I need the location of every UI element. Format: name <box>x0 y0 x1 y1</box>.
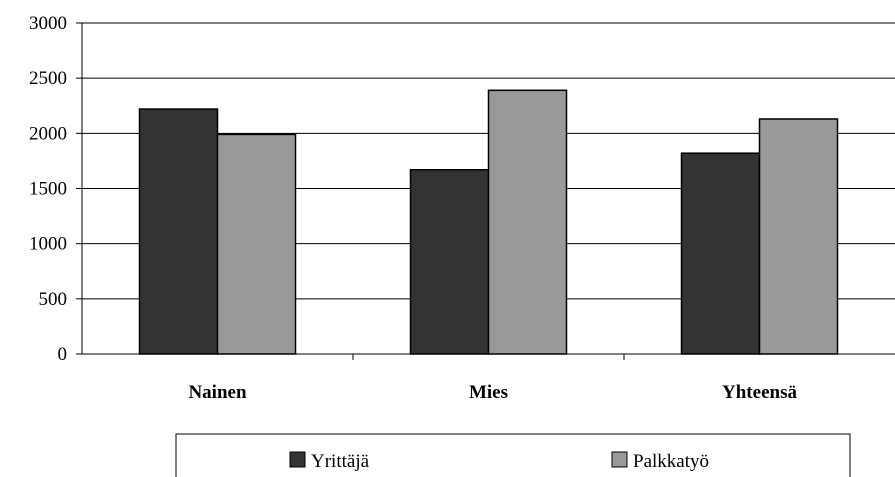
bar-yrittaja-0 <box>138 108 219 355</box>
bar-palkkatyo-0 <box>216 133 297 355</box>
legend-box <box>175 433 851 477</box>
x-category-label: Mies <box>469 382 508 403</box>
y-tick-label: 500 <box>39 289 68 310</box>
bar-yrittaja-1 <box>409 168 490 355</box>
legend-label: Yrittäjä <box>311 451 370 472</box>
legend-swatch <box>611 451 628 468</box>
y-tick-labels: 0 500 1000 1500 2000 2500 3000 <box>29 13 67 365</box>
x-category-labels: Nainen Mies Yhteensä <box>188 382 797 403</box>
y-tick-label: 0 <box>58 344 68 365</box>
bar-palkkatyo-2 <box>758 118 839 355</box>
legend-swatch <box>289 451 306 468</box>
y-tick-label: 2000 <box>29 123 67 144</box>
axes <box>76 22 895 360</box>
y-tick-label: 1500 <box>29 179 67 200</box>
bar-yrittaja-2 <box>680 152 761 355</box>
y-tick-label: 3000 <box>29 13 67 34</box>
bars <box>138 89 839 355</box>
bar-palkkatyo-1 <box>487 89 568 355</box>
x-category-label: Nainen <box>188 382 247 403</box>
legend: Yrittäjä Palkkatyö <box>175 433 851 477</box>
y-tick-label: 1000 <box>29 234 67 255</box>
legend-label: Palkkatyö <box>633 451 709 472</box>
y-tick-label: 2500 <box>29 68 67 89</box>
x-category-label: Yhteensä <box>722 382 797 403</box>
